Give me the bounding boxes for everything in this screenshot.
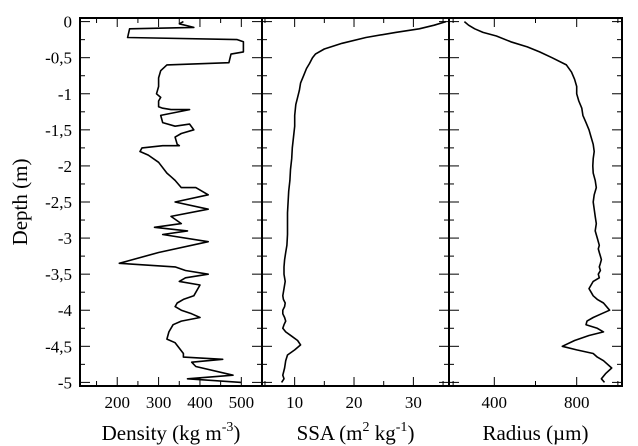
y-tick-label: -2 bbox=[58, 157, 72, 176]
radius-series-line bbox=[463, 20, 613, 383]
density-xtick-label: 500 bbox=[229, 393, 255, 412]
density-x-axis-label: Density (kg m-3) bbox=[102, 420, 241, 445]
ssa-xtick-label: 30 bbox=[405, 393, 422, 412]
radius-xtick-label: 800 bbox=[564, 393, 590, 412]
y-tick-label: -1 bbox=[58, 85, 72, 104]
y-tick-label: -4,5 bbox=[45, 337, 72, 356]
ssa-panel: 10 20 30 SSA (m2 kg-1) bbox=[261, 17, 450, 445]
ssa-x-axis-label: SSA (m2 kg-1) bbox=[297, 420, 415, 445]
y-axis-label: Depth (m) bbox=[8, 159, 32, 246]
ssa-series-line bbox=[280, 20, 447, 383]
density-series-line bbox=[118, 20, 245, 384]
ssa-frame bbox=[261, 17, 450, 387]
y-tick-label: -4 bbox=[58, 301, 73, 320]
radius-xtick-label: 400 bbox=[482, 393, 508, 412]
y-tick-label: -0,5 bbox=[45, 49, 72, 68]
y-tick-label: -2,5 bbox=[45, 193, 72, 212]
y-tick-label: -3,5 bbox=[45, 265, 72, 284]
y-tick-label: 0 bbox=[64, 13, 73, 32]
density-panel: 200 300 400 500 Density (kg m-3) bbox=[79, 17, 263, 445]
density-xtick-label: 300 bbox=[146, 393, 172, 412]
y-tick-label: -3 bbox=[58, 229, 72, 248]
density-frame bbox=[79, 17, 263, 387]
radius-x-axis-label: Radius (µm) bbox=[482, 421, 588, 445]
radius-frame bbox=[448, 17, 623, 387]
ssa-xtick-label: 20 bbox=[346, 393, 363, 412]
y-tick-label: -5 bbox=[58, 373, 72, 392]
y-tick-label: -1,5 bbox=[45, 121, 72, 140]
radius-panel: 400 800 Radius (µm) bbox=[448, 17, 623, 445]
density-xtick-label: 200 bbox=[104, 393, 130, 412]
ssa-xtick-label: 10 bbox=[286, 393, 303, 412]
density-xtick-label: 400 bbox=[187, 393, 213, 412]
